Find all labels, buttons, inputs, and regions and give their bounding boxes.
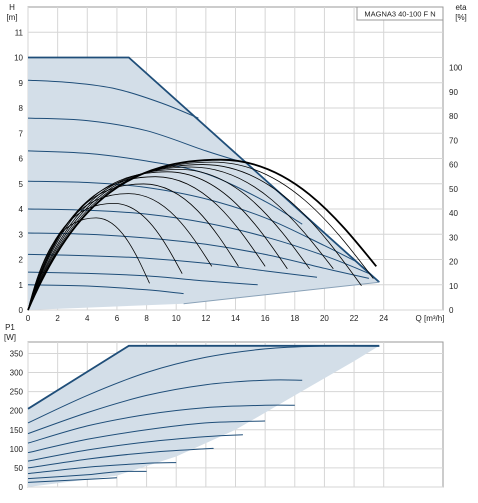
y2-tick-label: 10 bbox=[449, 282, 458, 291]
y-tick-label: 8 bbox=[19, 104, 24, 113]
x-axis-label: Q [m³/h] bbox=[416, 314, 445, 323]
y-tick-label: 4 bbox=[19, 205, 24, 214]
product-label-box bbox=[356, 6, 444, 21]
power-curve bbox=[27, 345, 380, 424]
x-tick-label: 20 bbox=[320, 314, 329, 323]
efficiency-curve bbox=[27, 217, 150, 311]
y-tick-label: 2 bbox=[19, 256, 24, 265]
head-curve bbox=[27, 253, 318, 278]
y2-tick-label: 100 bbox=[449, 64, 463, 73]
power-tick-label: 0 bbox=[19, 483, 24, 492]
efficiency-curve bbox=[27, 161, 374, 311]
x-tick-label: 4 bbox=[85, 314, 90, 323]
y2-tick-label: 80 bbox=[449, 112, 458, 121]
y2-axis-label: eta bbox=[455, 3, 467, 12]
power-axis-label: P1 bbox=[5, 323, 15, 332]
y2-tick-label: 0 bbox=[449, 306, 454, 315]
max-head-curve bbox=[28, 56, 380, 283]
x-tick-label: 6 bbox=[115, 314, 120, 323]
efficiency-curve bbox=[27, 166, 334, 311]
x-tick-label: 0 bbox=[26, 314, 31, 323]
head-curve bbox=[27, 284, 184, 295]
y-tick-label: 3 bbox=[19, 230, 24, 239]
y2-axis-unit: [%] bbox=[455, 13, 467, 22]
head-curve bbox=[27, 232, 370, 279]
y2-tick-label: 20 bbox=[449, 258, 458, 267]
y-tick-label: 9 bbox=[19, 79, 24, 88]
y-tick-label: 6 bbox=[19, 155, 24, 164]
power-curve bbox=[27, 420, 266, 454]
x-tick-label: 12 bbox=[201, 314, 210, 323]
y-tick-label: 11 bbox=[15, 28, 24, 37]
efficiency-curve bbox=[27, 193, 213, 311]
y-tick-label: 10 bbox=[14, 54, 23, 63]
efficiency-curve bbox=[27, 164, 362, 311]
power-curve bbox=[27, 462, 177, 475]
x-tick-label: 18 bbox=[290, 314, 299, 323]
power-tick-label: 100 bbox=[10, 445, 24, 454]
x-tick-label: 14 bbox=[231, 314, 240, 323]
power-tick-label: 150 bbox=[10, 426, 24, 435]
y2-tick-label: 60 bbox=[449, 161, 458, 170]
power-curve bbox=[27, 404, 295, 444]
power-curve bbox=[27, 379, 303, 435]
y-tick-label: 7 bbox=[19, 129, 24, 138]
efficiency-curve bbox=[27, 202, 183, 311]
x-tick-label: 22 bbox=[350, 314, 359, 323]
power-axis-unit: [W] bbox=[4, 333, 16, 342]
x-tick-label: 16 bbox=[261, 314, 270, 323]
head-curve bbox=[27, 180, 358, 263]
power-tick-label: 250 bbox=[10, 388, 24, 397]
product-label: MAGNA3 40-100 F N bbox=[364, 10, 435, 19]
efficiency-curve bbox=[27, 169, 310, 311]
y2-tick-label: 70 bbox=[449, 136, 458, 145]
head-curve bbox=[27, 79, 199, 119]
head-curve bbox=[27, 117, 239, 162]
efficiency-curve bbox=[27, 171, 288, 311]
head-efficiency-plot: 0 2 4 6 8 10 12 14 16 18 20 22 240123456789101101020… bbox=[6, 3, 467, 323]
y2-tick-label: 50 bbox=[449, 185, 458, 194]
y-tick-label: 0 bbox=[19, 306, 24, 315]
y-tick-label: 1 bbox=[19, 281, 24, 290]
y2-tick-label: 90 bbox=[449, 88, 458, 97]
power-plot: 0 50 100 150 200 250 300 350 P1[W] bbox=[4, 323, 444, 492]
power-operating-area bbox=[28, 345, 380, 487]
operating-area bbox=[28, 57, 380, 310]
power-tick-label: 50 bbox=[14, 464, 23, 473]
power-curve bbox=[27, 470, 147, 480]
power-tick-label: 350 bbox=[10, 349, 24, 358]
power-curve bbox=[27, 447, 214, 469]
y-axis-unit: [m] bbox=[6, 13, 17, 22]
max-power-curve bbox=[27, 344, 380, 410]
y-tick-label: 5 bbox=[19, 180, 24, 189]
x-tick-label: 10 bbox=[172, 314, 181, 323]
head-curve bbox=[27, 271, 258, 286]
y-axis-label: H bbox=[9, 3, 15, 12]
efficiency-curve bbox=[27, 176, 266, 311]
x-tick-label: 8 bbox=[144, 314, 149, 323]
x-tick-label: 2 bbox=[55, 314, 60, 323]
power-curve bbox=[27, 434, 243, 462]
efficiency-curve bbox=[27, 183, 239, 311]
min-head-boundary bbox=[183, 281, 380, 305]
power-tick-label: 300 bbox=[10, 369, 24, 378]
power-tick-label: 200 bbox=[10, 407, 24, 416]
head-curve bbox=[27, 150, 303, 225]
y2-tick-label: 30 bbox=[449, 233, 458, 242]
power-curve bbox=[27, 477, 117, 483]
x-tick-label: 24 bbox=[379, 314, 388, 323]
y2-tick-label: 40 bbox=[449, 209, 458, 218]
efficiency-curve bbox=[27, 158, 378, 311]
